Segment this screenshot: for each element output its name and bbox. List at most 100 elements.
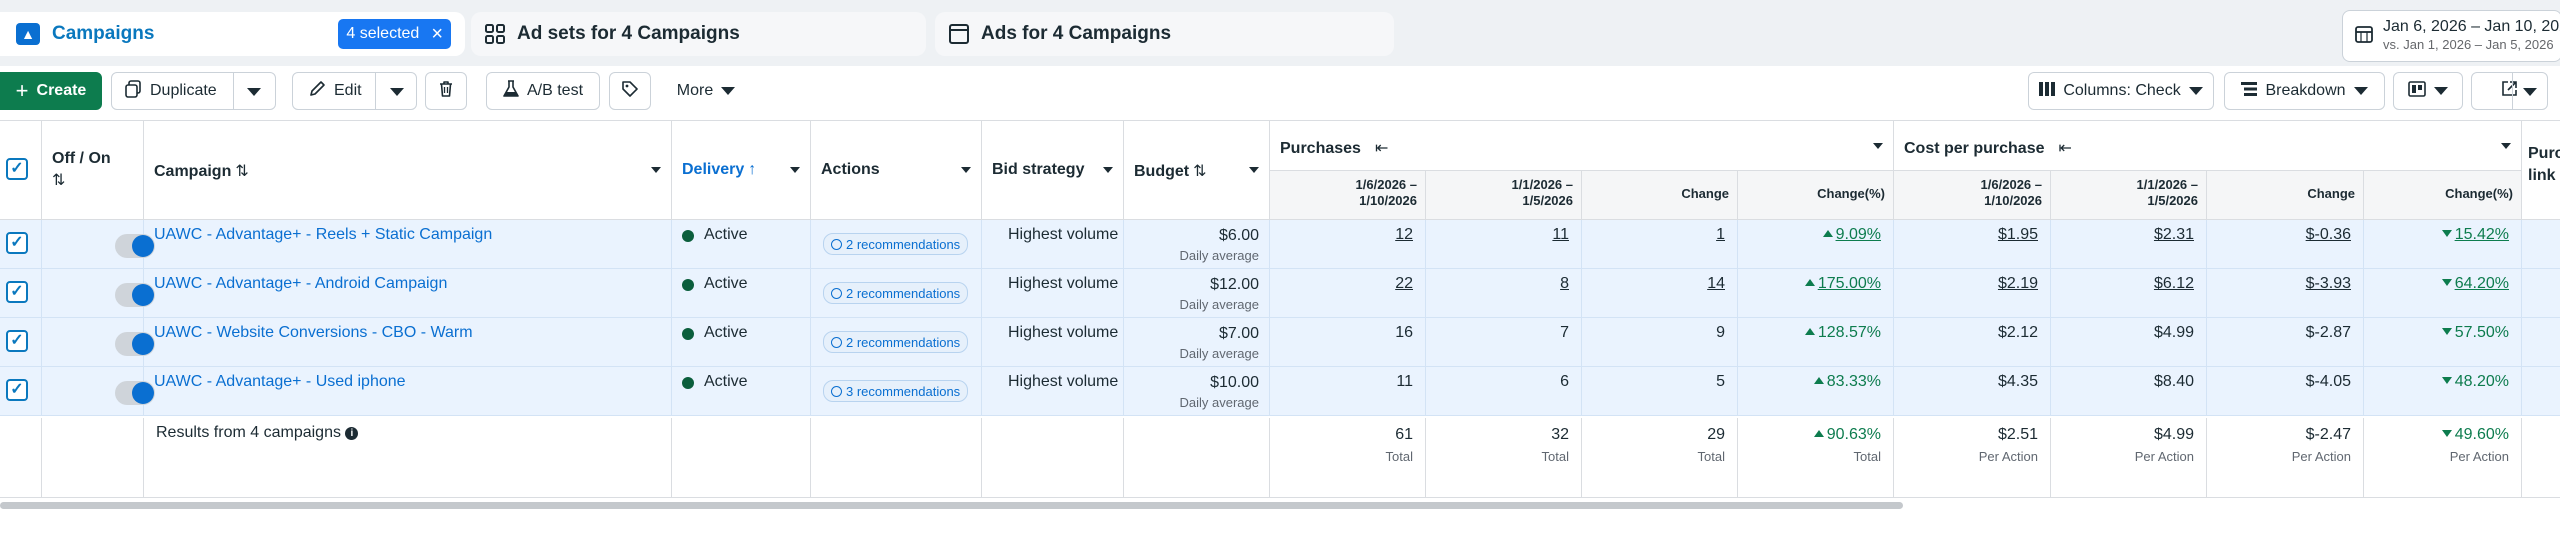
header-dropdown-icon[interactable] (2501, 143, 2511, 149)
purchases-change-value[interactable]: 14 (1707, 275, 1725, 292)
clear-selection-icon[interactable]: × (431, 23, 443, 45)
cost-change-value[interactable]: $-0.36 (2305, 226, 2351, 243)
cost-change-pct-value[interactable]: 15.42% (2441, 226, 2509, 244)
breakdown-button[interactable]: Breakdown (2224, 72, 2385, 110)
header-budget[interactable]: Budget ⇅ (1124, 121, 1270, 219)
collapse-icon[interactable]: ⇤ (1374, 140, 1389, 157)
campaign-toggle[interactable] (115, 283, 155, 307)
create-label: Create (36, 82, 87, 99)
cost-current-value[interactable]: $1.95 (1997, 226, 2038, 243)
header-next-column[interactable]: Purc link (2522, 121, 2560, 219)
header-select-all[interactable]: ✓ (0, 121, 42, 219)
select-all-checkbox[interactable]: ✓ (6, 158, 28, 180)
budget-value[interactable]: $10.00 Daily average (1179, 374, 1260, 410)
header-dropdown-icon[interactable] (961, 167, 971, 173)
campaign-name-link[interactable]: UAWC - Advantage+ - Android Campaign (154, 275, 448, 292)
sub-period-prev[interactable]: 1/1/2026 –1/5/2026 (1426, 171, 1582, 219)
delete-button[interactable] (425, 72, 467, 110)
row-checkbox[interactable]: ✓ (6, 379, 28, 401)
recommendations-badge[interactable]: 2 recommendations (823, 282, 969, 304)
total-cost-change-pct: 49.60% Per Action (2364, 418, 2522, 498)
sub-period-prev[interactable]: 1/1/2026 –1/5/2026 (2051, 171, 2207, 219)
header-campaign[interactable]: Campaign ⇅ (144, 121, 672, 219)
header-bid-strategy[interactable]: Bid strategy (982, 121, 1124, 219)
budget-value[interactable]: $6.00 Daily average (1179, 227, 1260, 263)
table-row[interactable]: ✓ UAWC - Advantage+ - Android Campaign Act… (0, 269, 2560, 318)
collapse-icon[interactable]: ⇤ (2058, 140, 2072, 157)
row-checkbox[interactable]: ✓ (6, 330, 28, 352)
top-tab-bar: ▲ Campaigns 4 selected × Ad sets for 4 C… (0, 0, 2560, 66)
horizontal-scrollbar[interactable] (0, 502, 1903, 509)
header-dropdown-icon[interactable] (651, 167, 661, 173)
purchases-prev-value[interactable]: 11 (1552, 226, 1569, 243)
duplicate-dropdown-icon[interactable] (247, 88, 261, 96)
purchases-current-value[interactable]: 22 (1395, 275, 1413, 292)
header-dropdown-icon[interactable] (1249, 167, 1259, 173)
purchases-group-title[interactable]: Purchases ⇤ (1270, 121, 1893, 171)
recommendations-badge[interactable]: 2 recommendations (823, 233, 969, 255)
header-off-on[interactable]: Off / On ⇅ (42, 121, 144, 219)
campaign-name-link[interactable]: UAWC - Website Conversions - CBO - Warm (154, 324, 473, 341)
columns-button[interactable]: Columns: Check (2028, 72, 2214, 110)
budget-value[interactable]: $7.00 Daily average (1179, 325, 1260, 361)
cost-current-value[interactable]: $2.19 (1997, 275, 2038, 292)
header-delivery[interactable]: Delivery ↑ (672, 121, 811, 219)
create-button[interactable]: + Create (0, 72, 102, 110)
selected-count-badge[interactable]: 4 selected × (338, 19, 451, 49)
purchases-change-pct-value[interactable]: 9.09% (1822, 226, 1881, 244)
purchases-prev-value[interactable]: 8 (1560, 275, 1569, 292)
campaign-toggle[interactable] (115, 234, 155, 258)
cost-prev-value[interactable]: $6.12 (2153, 275, 2194, 292)
recommendation-icon (831, 238, 842, 250)
header-dropdown-icon[interactable] (1873, 143, 1883, 149)
tag-button[interactable] (609, 72, 651, 110)
date-range-picker[interactable]: Jan 6, 2026 – Jan 10, 2026 vs. Jan 1, 20… (2342, 10, 2560, 62)
header-dropdown-icon[interactable] (790, 167, 800, 173)
header-dropdown-icon[interactable] (1103, 167, 1113, 173)
recommendations-badge[interactable]: 2 recommendations (823, 331, 969, 353)
columns-icon (2039, 81, 2056, 101)
duplicate-button[interactable]: Duplicate (111, 72, 276, 110)
table-row[interactable]: ✓ UAWC - Advantage+ - Used iphone Active 3 … (0, 367, 2560, 416)
cost-prev-value[interactable]: $2.31 (2153, 226, 2194, 243)
table-row[interactable]: ✓ UAWC - Website Conversions - CBO - Warm… (0, 318, 2560, 367)
cost-change-value[interactable]: $-3.93 (2305, 275, 2351, 292)
sub-change-pct[interactable]: Change(%) (2364, 171, 2521, 219)
export-dropdown-icon[interactable] (2523, 88, 2537, 96)
purchases-change-value[interactable]: 1 (1716, 226, 1725, 243)
tab-campaigns[interactable]: ▲ Campaigns 4 selected × (0, 12, 465, 56)
sub-period-current[interactable]: 1/6/2026 –1/10/2026 (1894, 171, 2051, 219)
purchases-current-value[interactable]: 12 (1395, 226, 1413, 243)
campaign-toggle[interactable] (115, 381, 155, 405)
sub-period-current[interactable]: 1/6/2026 –1/10/2026 (1270, 171, 1426, 219)
header-actions[interactable]: Actions (811, 121, 982, 219)
trend-down-icon (2441, 279, 2452, 286)
duplicate-icon (124, 79, 142, 103)
reports-button[interactable] (2393, 72, 2463, 110)
row-checkbox[interactable]: ✓ (6, 281, 28, 303)
tab-ads[interactable]: Ads for 4 Campaigns (935, 12, 1394, 56)
recommendations-badge[interactable]: 3 recommendations (823, 380, 969, 402)
delivery-header-label: Delivery (682, 161, 745, 178)
recommendation-icon (831, 287, 842, 299)
budget-value[interactable]: $12.00 Daily average (1179, 276, 1260, 312)
sub-change[interactable]: Change (1582, 171, 1738, 219)
purchases-change-pct-value[interactable]: 175.00% (1804, 275, 1881, 293)
cost-change-pct-value[interactable]: 64.20% (2441, 275, 2509, 293)
campaign-name-link[interactable]: UAWC - Advantage+ - Reels + Static Campa… (154, 226, 493, 243)
edit-button[interactable]: Edit (292, 72, 417, 110)
edit-dropdown-icon[interactable] (390, 88, 404, 96)
table-row[interactable]: ✓ UAWC - Advantage+ - Reels + Static Camp… (0, 220, 2560, 269)
sub-change[interactable]: Change (2207, 171, 2364, 219)
info-icon[interactable]: i (345, 427, 359, 440)
more-button[interactable]: More (660, 72, 752, 110)
cost-group-title[interactable]: Cost per purchase ⇤ (1894, 121, 2521, 171)
export-button[interactable] (2471, 72, 2548, 110)
campaign-name-link[interactable]: UAWC - Advantage+ - Used iphone (154, 373, 406, 390)
purchases-prev-value: 7 (1560, 324, 1569, 341)
tab-adsets[interactable]: Ad sets for 4 Campaigns (471, 12, 926, 56)
campaign-toggle[interactable] (115, 332, 155, 356)
ab-test-button[interactable]: A/B test (486, 72, 600, 110)
sub-change-pct[interactable]: Change(%) (1738, 171, 1893, 219)
row-checkbox[interactable]: ✓ (6, 232, 28, 254)
